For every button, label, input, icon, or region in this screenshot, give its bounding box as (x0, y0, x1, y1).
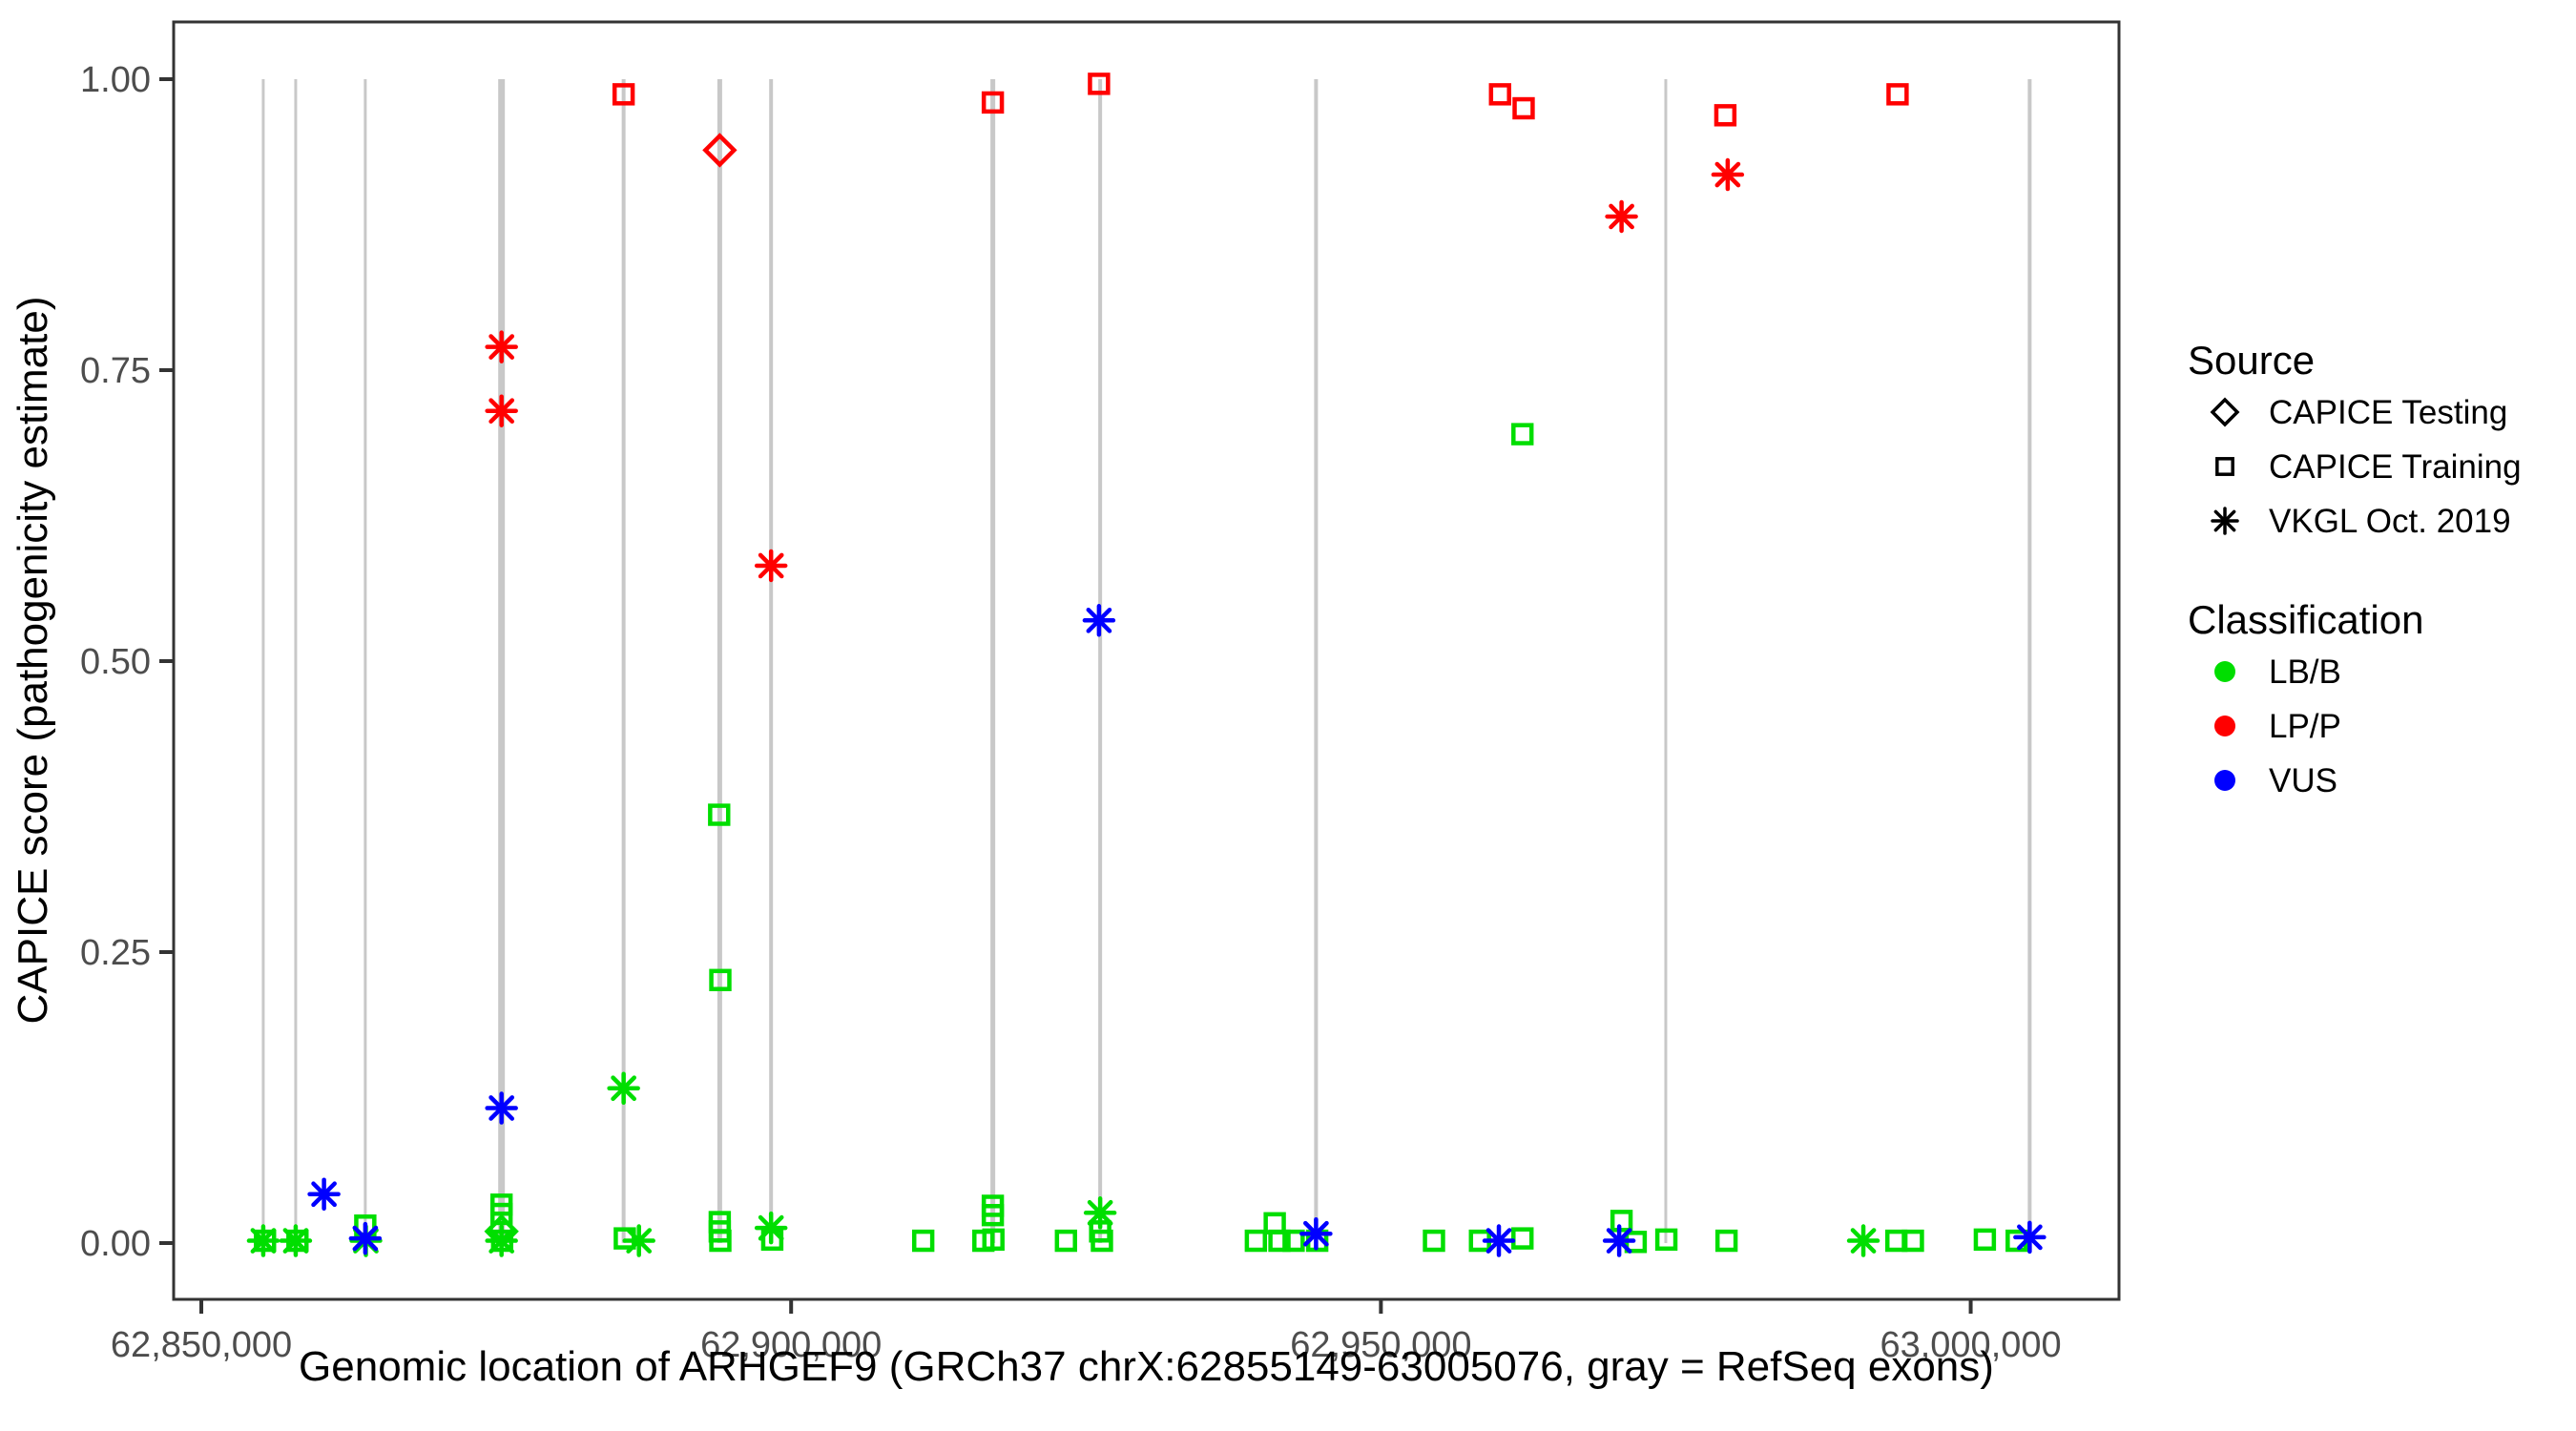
point-square (1282, 1229, 1305, 1253)
point-asterisk (2013, 1220, 2046, 1255)
y-tick-label: 0.00 (80, 1224, 151, 1264)
legend-source-title: Source (2188, 338, 2315, 383)
legend-class-item-label: VUS (2269, 762, 2337, 799)
point-square (286, 1229, 309, 1253)
y-tick-label: 0.25 (80, 933, 151, 973)
point-asterisk (1082, 604, 1116, 637)
y-tick-label: 0.50 (80, 642, 151, 682)
legend-class-dot (2214, 716, 2235, 736)
legend-classification-title: Classification (2188, 597, 2423, 642)
plot-panel (172, 20, 2121, 1301)
point-square (911, 1229, 935, 1253)
point-asterisk (485, 1091, 518, 1125)
legend-class-item-label: LP/P (2269, 708, 2341, 745)
point-asterisk (1299, 1216, 1333, 1251)
point-square (1091, 1229, 1113, 1253)
point-square (1268, 1229, 1291, 1253)
legend-source-item-label: CAPICE Training (2269, 448, 2522, 486)
point-square (1886, 83, 1909, 106)
point-square (1654, 1228, 1678, 1252)
point-square (709, 968, 732, 991)
point-square (1714, 1229, 1738, 1253)
y-axis-title: CAPICE score (pathogenicity estimate) (10, 296, 56, 1025)
point-asterisk (348, 1221, 383, 1255)
legend-source-item-label: CAPICE Testing (2269, 394, 2507, 431)
point-square (1512, 96, 1535, 120)
point-asterisk (485, 394, 518, 427)
point-square (1511, 1227, 1534, 1250)
point-square (760, 1228, 784, 1252)
point-square (972, 1229, 995, 1253)
point-square (1244, 1229, 1268, 1253)
point-square (1088, 73, 1111, 95)
x-tick-label: 62,900,000 (700, 1325, 882, 1365)
point-asterisk (485, 330, 518, 363)
point-square (612, 83, 635, 106)
point-square (1973, 1228, 1997, 1252)
legend-source-glyph-asterisk (2211, 507, 2239, 535)
point-asterisk (1711, 157, 1745, 192)
point-square (1511, 423, 1534, 446)
legend-class-dot (2214, 661, 2235, 682)
point-square (981, 1204, 1005, 1227)
legend-source-glyph-square (2215, 457, 2234, 476)
point-asterisk (307, 1177, 341, 1212)
point-asterisk (754, 549, 788, 583)
point-square (1610, 1210, 1633, 1233)
point-square (1488, 83, 1511, 106)
point-asterisk (1846, 1224, 1880, 1257)
point-diamond (702, 133, 737, 168)
point-asterisk (1602, 1224, 1636, 1257)
y-tick-label: 1.00 (80, 60, 151, 100)
x-tick-label: 63,000,000 (1880, 1325, 2061, 1365)
point-square (489, 1202, 513, 1226)
point-square (1901, 1229, 1924, 1253)
legend-source-glyph-diamond (2210, 397, 2240, 427)
point-asterisk (1605, 199, 1638, 234)
legend-class-dot (2214, 770, 2235, 791)
point-asterisk (607, 1071, 640, 1105)
point-asterisk (485, 1224, 518, 1257)
legend-class-item-label: LB/B (2269, 653, 2341, 691)
point-asterisk (1482, 1224, 1516, 1257)
x-tick-label: 62,850,000 (111, 1325, 292, 1365)
point-square (981, 91, 1005, 114)
legend-source-item-label: VKGL Oct. 2019 (2269, 503, 2511, 540)
point-square (709, 1229, 732, 1253)
y-tick-label: 0.75 (80, 351, 151, 391)
point-asterisk (622, 1224, 655, 1257)
x-tick-label: 62,950,000 (1290, 1325, 1471, 1365)
point-square (254, 1229, 277, 1253)
point-square (1714, 104, 1737, 127)
point-square (1054, 1229, 1077, 1253)
point-square (1423, 1229, 1445, 1253)
x-axis-title: Genomic location of ARHGEF9 (GRCh37 chrX… (299, 1343, 1994, 1390)
point-square (708, 803, 731, 826)
